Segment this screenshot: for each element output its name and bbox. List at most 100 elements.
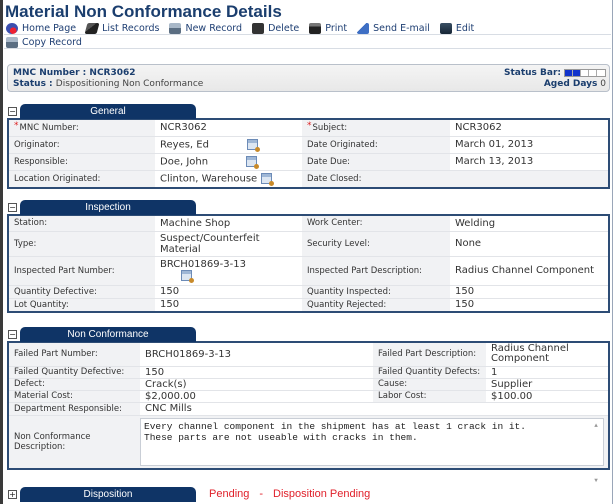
field-label: Department Responsible: bbox=[9, 402, 140, 416]
collapse-inspection-toggle[interactable]: − bbox=[8, 203, 17, 212]
lookup-icon[interactable] bbox=[246, 138, 260, 152]
edit-button[interactable]: Edit bbox=[439, 22, 475, 34]
work-center-field: Welding bbox=[450, 216, 608, 232]
list-records-label: List Records bbox=[102, 22, 160, 34]
list-icon bbox=[84, 22, 100, 34]
table-row: Responsible: Doe, John Date Due: March 1… bbox=[9, 153, 608, 171]
table-row: Lot Quantity: 150 Quantity Rejected: 150 bbox=[9, 298, 608, 311]
table-row: Failed Part Number: BRCH01869-3-13 Faile… bbox=[9, 343, 608, 367]
field-label: Security Level: bbox=[302, 231, 450, 257]
toolbar: Home Page List Records New Record Delete… bbox=[4, 21, 611, 49]
copy-record-label: Copy Record bbox=[22, 36, 82, 48]
inspected-part-number-field: BRCH01869-3-13 bbox=[155, 256, 302, 286]
print-label: Print bbox=[325, 22, 348, 34]
material-cost-field: $2,000.00 bbox=[140, 390, 373, 403]
inspected-part-description-field: Radius Channel Component bbox=[450, 256, 608, 286]
email-icon bbox=[357, 22, 370, 34]
expand-disposition-toggle[interactable]: + bbox=[8, 490, 17, 499]
table-row: Location Originated: Clinton, Warehouse … bbox=[9, 170, 608, 187]
subject-field: NCR3062 bbox=[450, 120, 608, 137]
location-originated-field: Clinton, Warehouse bbox=[155, 170, 302, 187]
required-marker: * bbox=[307, 120, 312, 131]
non-conformance-description-textarea[interactable]: Every channel component in the shipment … bbox=[140, 417, 604, 484]
date-due-field: March 13, 2013 bbox=[450, 153, 608, 171]
required-marker: * bbox=[14, 120, 19, 131]
aged-days-line: Aged Days 0 bbox=[544, 79, 606, 89]
field-label: Failed Quantity Defects: bbox=[373, 366, 486, 379]
failed-quantity-defects-field: 1 bbox=[486, 366, 608, 379]
print-button[interactable]: Print bbox=[309, 22, 348, 34]
collapse-general-toggle[interactable]: − bbox=[8, 107, 17, 116]
send-email-button[interactable]: Send E-mail bbox=[357, 22, 430, 34]
home-page-label: Home Page bbox=[22, 22, 77, 34]
field-label: Work Center: bbox=[302, 216, 450, 232]
textarea-scrollbar[interactable]: ▲ ▼ bbox=[594, 421, 598, 484]
mnc-number-field: NCR3062 bbox=[155, 120, 302, 137]
field-label: Failed Part Description: bbox=[373, 343, 486, 367]
table-row: Department Responsible: CNC Mills bbox=[9, 402, 608, 416]
delete-icon bbox=[252, 22, 265, 34]
field-label: Date Originated: bbox=[302, 136, 450, 154]
lookup-icon[interactable] bbox=[261, 173, 275, 186]
mnc-number-line: MNC Number : NCR3062 bbox=[13, 68, 136, 78]
disposition-tab[interactable]: Disposition bbox=[20, 487, 196, 502]
lookup-icon[interactable] bbox=[181, 270, 194, 284]
send-email-label: Send E-mail bbox=[373, 22, 430, 34]
field-label: Inspected Part Number: bbox=[9, 256, 155, 286]
type-field: Suspect/Counterfeit Material bbox=[155, 231, 302, 257]
table-row: Inspected Part Number: BRCH01869-3-13 In… bbox=[9, 256, 608, 286]
non-conformance-table: Failed Part Number: BRCH01869-3-13 Faile… bbox=[9, 343, 608, 484]
status-label: Status : bbox=[13, 79, 56, 89]
field-label: Material Cost: bbox=[9, 390, 140, 403]
collapse-non-conformance-toggle[interactable]: − bbox=[8, 330, 17, 339]
status-bar-segment bbox=[597, 70, 605, 76]
copy-record-button[interactable]: Copy Record bbox=[6, 36, 82, 48]
delete-button[interactable]: Delete bbox=[252, 22, 299, 34]
edit-icon bbox=[439, 22, 452, 34]
labor-cost-field: $100.00 bbox=[486, 390, 608, 403]
quantity-inspected-field: 150 bbox=[450, 285, 608, 299]
quantity-rejected-field: 150 bbox=[450, 298, 608, 311]
status-bar-line: Status Bar: bbox=[504, 68, 606, 78]
table-row: Type: Suspect/Counterfeit Material Secur… bbox=[9, 231, 608, 257]
copy-record-icon bbox=[6, 36, 18, 48]
table-row: Quantity Defective: 150 Quantity Inspect… bbox=[9, 285, 608, 299]
department-responsible-field: CNC Mills bbox=[140, 402, 373, 416]
new-record-label: New Record bbox=[185, 22, 243, 34]
field-label: Labor Cost: bbox=[373, 390, 486, 403]
general-section: − General *MNC Number: NCR3062 *Subject:… bbox=[7, 104, 610, 189]
window-frame-left bbox=[0, 0, 3, 504]
table-row: *MNC Number: NCR3062 *Subject: NCR3062 bbox=[9, 120, 608, 137]
table-row: Material Cost: $2,000.00 Labor Cost: $10… bbox=[9, 390, 608, 403]
home-page-button[interactable]: Home Page bbox=[6, 22, 77, 34]
new-record-button[interactable]: New Record bbox=[169, 22, 243, 34]
new-record-icon bbox=[169, 22, 182, 34]
status-bar-segment bbox=[565, 70, 573, 76]
mnc-number-value: NCR3062 bbox=[89, 68, 136, 78]
lookup-icon[interactable] bbox=[246, 155, 260, 169]
status-value: Dispositioning Non Conformance bbox=[55, 79, 204, 89]
field-label: Quantity Rejected: bbox=[302, 298, 450, 311]
date-closed-field bbox=[450, 170, 608, 187]
field-label: *Subject: bbox=[302, 120, 450, 137]
home-icon bbox=[6, 22, 18, 34]
lot-quantity-field: 150 bbox=[155, 298, 302, 311]
security-level-field: None bbox=[450, 231, 608, 257]
list-records-button[interactable]: List Records bbox=[84, 22, 160, 34]
aged-days-label: Aged Days bbox=[543, 79, 598, 89]
window-frame-right bbox=[612, 0, 613, 504]
field-label: Inspected Part Description: bbox=[302, 256, 450, 286]
field-label: Lot Quantity: bbox=[9, 298, 155, 311]
toolbar-divider bbox=[4, 34, 611, 35]
field-label: Date Closed: bbox=[302, 170, 450, 187]
failed-quantity-defective-field: 150 bbox=[140, 366, 373, 379]
table-row: Failed Quantity Defective: 150 Failed Qu… bbox=[9, 366, 608, 379]
print-icon bbox=[309, 22, 322, 34]
status-bar bbox=[564, 69, 606, 77]
disposition-status-detail: Disposition Pending bbox=[273, 488, 371, 500]
edit-label: Edit bbox=[455, 22, 475, 34]
table-row: Originator: Reyes, Ed Date Originated: M… bbox=[9, 136, 608, 154]
failed-part-description-field: Radius Channel Component bbox=[486, 343, 608, 367]
field-label: *MNC Number: bbox=[9, 120, 155, 137]
aged-days-value: 0 bbox=[600, 79, 606, 89]
